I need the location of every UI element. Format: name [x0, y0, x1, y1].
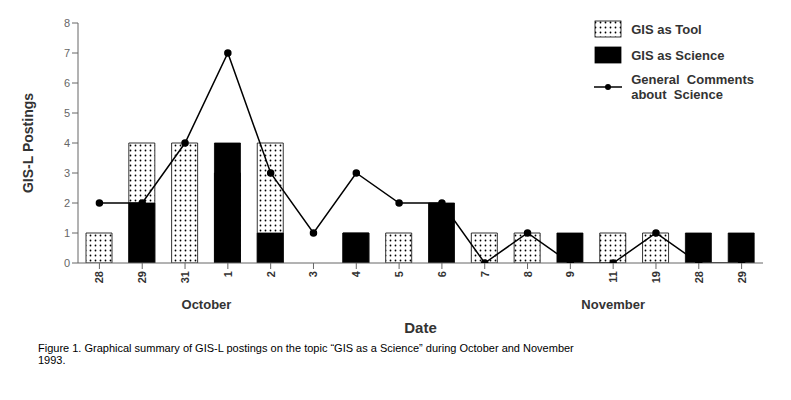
svg-text:29: 29 [136, 271, 148, 283]
svg-text:2: 2 [64, 197, 70, 209]
svg-text:4: 4 [350, 270, 362, 277]
svg-text:5: 5 [393, 271, 405, 277]
svg-text:1: 1 [222, 271, 234, 277]
svg-text:29: 29 [736, 271, 748, 283]
html-text:Figure 1. Graphical summary of: Figure 1. Graphical summary of GIS-L pos… [38, 342, 574, 366]
svg-text:7: 7 [479, 271, 491, 277]
svg-text:8: 8 [522, 271, 534, 277]
svg-text:5: 5 [64, 107, 70, 119]
svg-text:6: 6 [436, 271, 448, 277]
svg-text:6: 6 [64, 77, 70, 89]
svg-text:3: 3 [307, 271, 319, 277]
svg-text:2: 2 [265, 271, 277, 277]
svg-text:9: 9 [564, 271, 576, 277]
svg-text:4: 4 [64, 137, 70, 149]
html-text:GIS as Science: GIS as Science [631, 47, 725, 63]
svg-text:GIS-L Postings: GIS-L Postings [20, 93, 36, 193]
html-text:October: October [181, 297, 232, 312]
svg-text:28: 28 [93, 271, 105, 283]
svg-text:8: 8 [64, 17, 70, 29]
svg-text:19: 19 [650, 271, 662, 283]
html-text:November: November [581, 297, 645, 312]
html-text:General Comments about Science: General Comments about Science [631, 72, 754, 102]
svg-text:Date: Date [404, 319, 437, 336]
svg-text:1: 1 [64, 227, 70, 239]
svg-text:31: 31 [179, 271, 191, 283]
svg-text:7: 7 [64, 47, 70, 59]
html-text:GIS as Tool: GIS as Tool [631, 21, 702, 37]
svg-text:3: 3 [64, 167, 70, 179]
svg-text:0: 0 [64, 257, 70, 269]
svg-text:11: 11 [607, 271, 619, 283]
svg-text:28: 28 [693, 271, 705, 283]
